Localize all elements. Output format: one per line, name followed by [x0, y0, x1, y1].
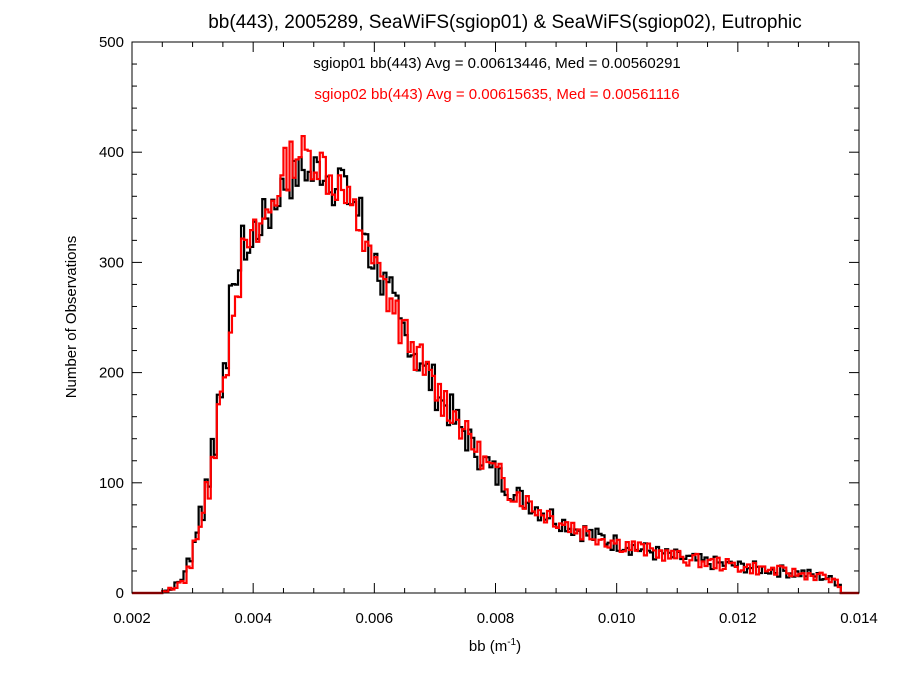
- legend-entry-sgiop01: sgiop01 bb(443) Avg = 0.00613446, Med = …: [313, 55, 681, 72]
- x-tick-label: 0.002: [113, 610, 151, 627]
- plot-frame: [131, 41, 860, 594]
- x-axis-label: bb (m-1): [469, 637, 521, 655]
- x-tick-label: 0.004: [234, 610, 272, 627]
- y-tick-label: 500: [99, 34, 124, 51]
- series-2: [132, 134, 859, 595]
- x-tick-label: 0.012: [719, 610, 757, 627]
- legend-entry-sgiop02: sgiop02 bb(443) Avg = 0.00615635, Med = …: [314, 86, 679, 103]
- series-1-line: [132, 156, 859, 595]
- series-layer: [132, 134, 859, 595]
- plot-area: 0.002 0.004 0.006 0.008 0.010 0.012 0.014 0 100 2…: [99, 34, 878, 627]
- y-tick-label: 100: [99, 475, 124, 492]
- x-axis-label-sup: -1: [507, 637, 516, 648]
- x-tick-label: 0.008: [477, 610, 515, 627]
- y-axis-label: Number of Observations: [63, 236, 80, 399]
- series-2-line: [132, 134, 859, 595]
- y-tick-label: 200: [99, 365, 124, 382]
- ticks-layer: 0.002 0.004 0.006 0.008 0.010 0.012 0.014 0 100 2…: [99, 34, 878, 627]
- y-tick-label: 0: [116, 585, 124, 602]
- chart-title: bb(443), 2005289, SeaWiFS(sgiop01) & Sea…: [208, 12, 802, 33]
- x-axis-label-base: bb (m: [469, 638, 507, 655]
- y-tick-label: 300: [99, 254, 124, 271]
- x-tick-label: 0.010: [598, 610, 636, 627]
- series-1: [132, 156, 859, 595]
- x-tick-label: 0.014: [840, 610, 878, 627]
- y-tick-label: 400: [99, 144, 124, 161]
- x-tick-label: 0.006: [356, 610, 394, 627]
- x-axis-label-end: ): [516, 638, 521, 655]
